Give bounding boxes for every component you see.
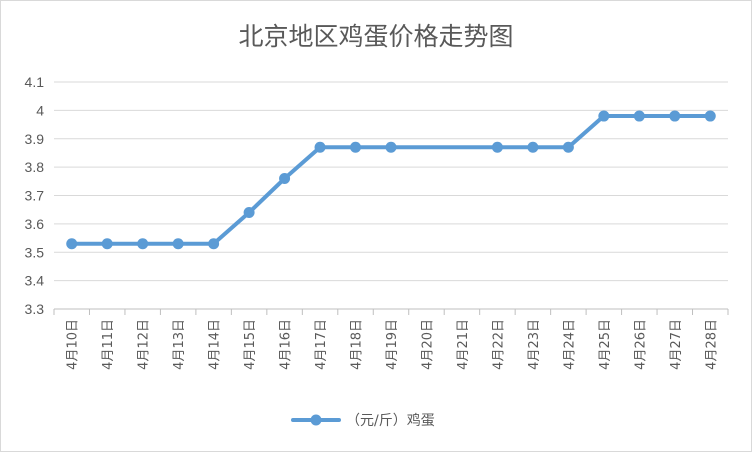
series-layer [66, 110, 716, 250]
y-tick-label: 4 [36, 102, 44, 118]
x-tick-label: 4月18日 [350, 319, 365, 370]
x-tick-label: 4月25日 [598, 319, 613, 370]
x-tick-label: 4月22日 [491, 319, 506, 370]
x-tick-label: 4月12日 [137, 319, 152, 370]
legend-label: （元/斤）鸡蛋 [346, 412, 435, 429]
x-tick-label: 4月24日 [562, 319, 577, 370]
data-point [66, 238, 78, 250]
data-point [491, 141, 503, 153]
x-tick-label: 4月11日 [101, 319, 116, 370]
x-tick-label: 4月26日 [633, 319, 648, 370]
y-tick-label: 3.3 [25, 301, 45, 317]
x-tick-label: 4月10日 [66, 319, 81, 370]
y-tick-label: 3.8 [25, 159, 45, 175]
data-point [598, 110, 610, 122]
y-axis-ticks: 3.3 3.4 3.5 3.6 3.7 3.8 3.9 4 4.1 [25, 74, 45, 317]
y-tick-label: 3.7 [25, 188, 45, 204]
data-point [385, 141, 397, 153]
data-point [101, 238, 113, 250]
x-tick-label: 4月21日 [456, 319, 471, 370]
data-point [172, 238, 184, 250]
x-tick-label: 4月14日 [208, 319, 223, 370]
data-point [527, 141, 539, 153]
data-point [633, 110, 645, 122]
y-tick-label: 3.9 [25, 131, 45, 147]
y-tick-label: 3.4 [25, 273, 45, 289]
data-point [704, 110, 716, 122]
y-tick-label: 4.1 [25, 74, 45, 90]
data-point [279, 172, 291, 184]
data-point [208, 238, 220, 250]
x-tick-label: 4月15日 [243, 319, 258, 370]
x-tick-label: 4月16日 [279, 319, 294, 370]
data-point [243, 207, 255, 219]
series-line-0 [69, 114, 713, 246]
legend: （元/斤）鸡蛋 [291, 412, 435, 429]
x-tick-label: 4月17日 [314, 319, 329, 370]
legend-marker-swatch [310, 414, 322, 426]
x-tick-label: 4月28日 [704, 319, 719, 370]
data-point [350, 141, 362, 153]
x-tick-label: 4月13日 [172, 319, 187, 370]
gridlines [54, 81, 728, 310]
chart-title: 北京地区鸡蛋价格走势图 [238, 22, 513, 51]
data-point [669, 110, 681, 122]
x-tick-label: 4月23日 [527, 319, 542, 370]
x-tick-label: 4月20日 [420, 319, 435, 370]
x-axis-ticks: 4月10日 4月11日 4月12日 4月13日 4月14日 4月15日 4月16日 4月17日… [53, 309, 729, 370]
x-tick-label: 4月19日 [385, 319, 400, 370]
data-point [314, 141, 326, 153]
y-tick-label: 3.5 [25, 244, 45, 260]
x-tick-label: 4月27日 [669, 319, 684, 370]
data-point [562, 141, 574, 153]
y-tick-label: 3.6 [25, 216, 45, 232]
data-point [137, 238, 149, 250]
